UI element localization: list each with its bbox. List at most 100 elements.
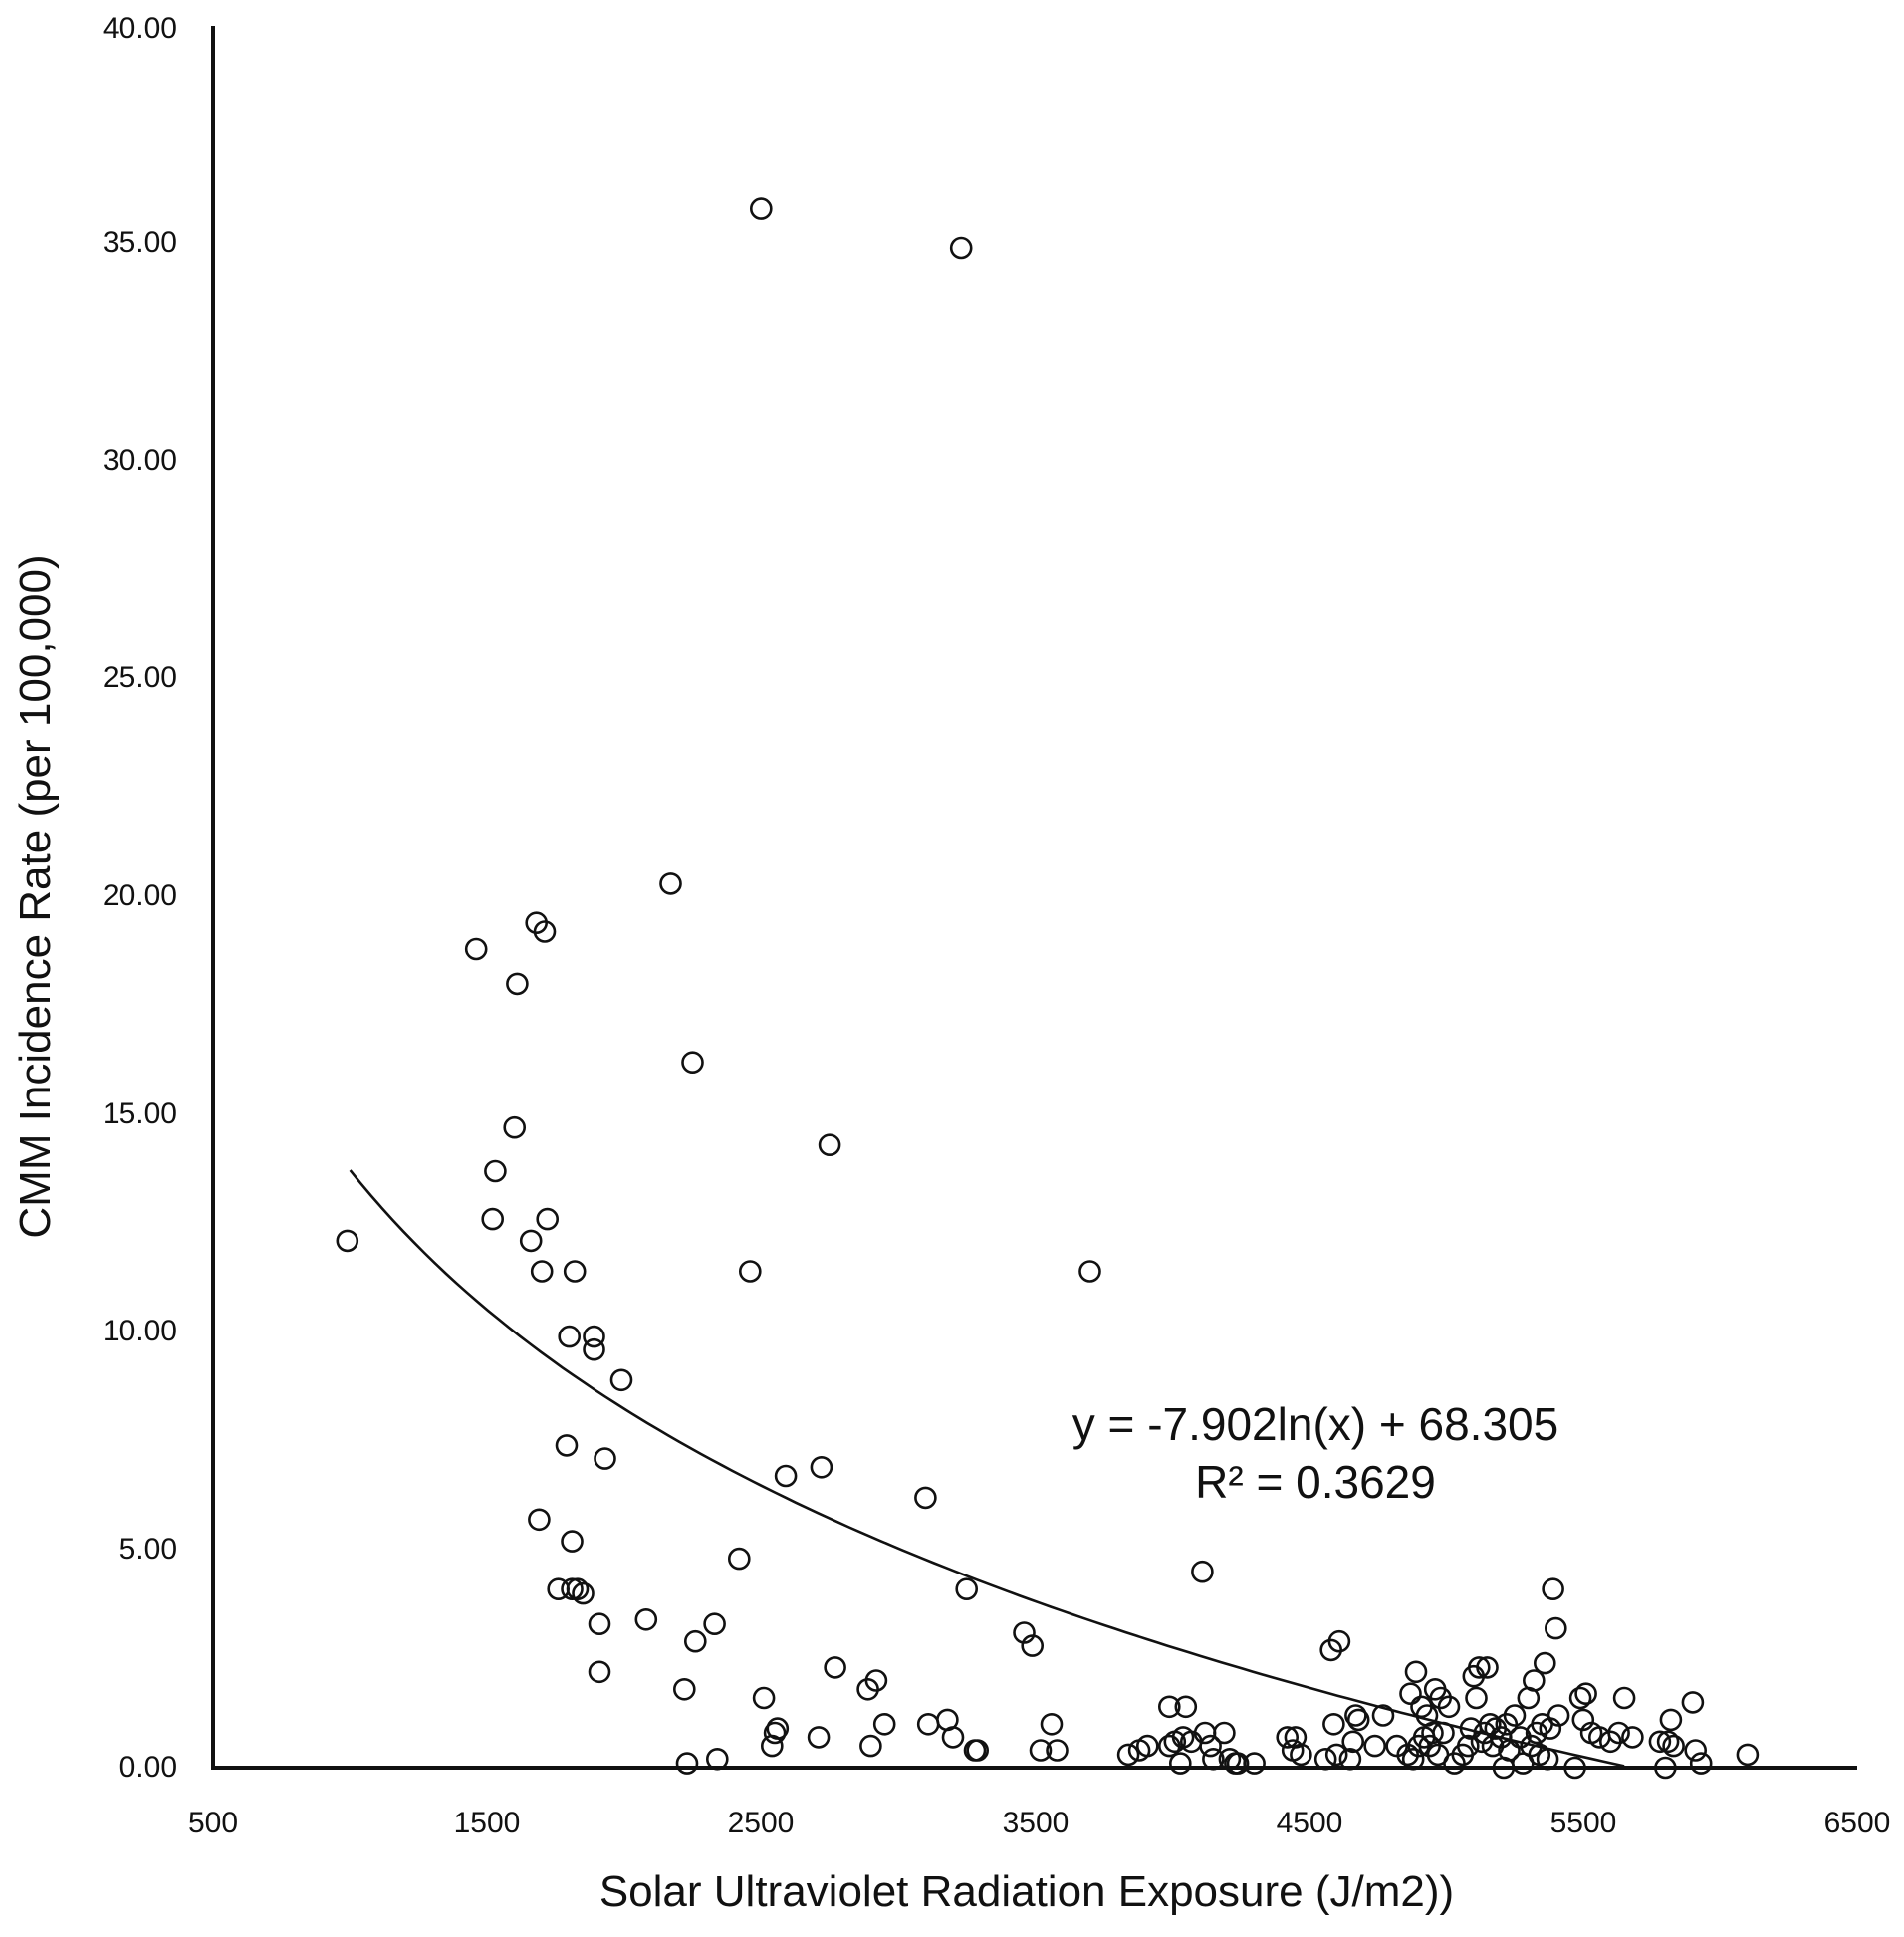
- data-point: [561, 1530, 584, 1553]
- data-point: [1568, 1686, 1592, 1710]
- data-point: [1621, 1726, 1644, 1749]
- data-point: [1534, 1651, 1556, 1675]
- data-point: [1421, 1721, 1444, 1745]
- y-tick-label: 5.00: [119, 1533, 177, 1566]
- data-point: [481, 1207, 505, 1231]
- data-point: [1523, 1669, 1546, 1692]
- data-point: [1191, 1560, 1214, 1583]
- x-tick-label: 500: [188, 1807, 238, 1839]
- data-point: [1404, 1660, 1428, 1684]
- data-point: [1021, 1634, 1044, 1657]
- data-point: [558, 1325, 582, 1348]
- data-point: [824, 1656, 846, 1679]
- data-point: [1681, 1691, 1705, 1714]
- data-point: [1116, 1743, 1140, 1767]
- x-tick-label: 3500: [1003, 1807, 1070, 1839]
- data-point: [1324, 1743, 1348, 1767]
- data-point: [594, 1447, 616, 1470]
- data-point: [1341, 1730, 1364, 1754]
- trendline: [349, 1169, 1625, 1768]
- data-points: [336, 197, 1760, 1780]
- data-point: [1040, 1713, 1064, 1736]
- data-point: [703, 1612, 726, 1635]
- data-point: [588, 1660, 611, 1684]
- data-point: [336, 1229, 359, 1253]
- data-point: [506, 972, 529, 996]
- data-point: [1736, 1743, 1760, 1767]
- data-point: [1574, 1682, 1597, 1705]
- data-point: [672, 1678, 696, 1701]
- y-tick-label: 20.00: [103, 879, 177, 912]
- data-point: [675, 1752, 699, 1775]
- y-tick-label: 15.00: [103, 1097, 177, 1130]
- data-point: [609, 1368, 633, 1392]
- data-point: [1476, 1656, 1499, 1679]
- data-point: [1276, 1726, 1299, 1749]
- data-point: [1547, 1704, 1570, 1727]
- data-point: [1457, 1734, 1480, 1758]
- data-point: [914, 1486, 937, 1510]
- data-point: [563, 1260, 587, 1283]
- data-point: [634, 1608, 658, 1631]
- x-tick-label: 1500: [454, 1807, 521, 1839]
- data-point: [1199, 1734, 1222, 1758]
- data-point: [484, 1159, 507, 1183]
- data-point: [1465, 1686, 1488, 1710]
- data-point: [519, 1229, 543, 1253]
- data-point: [955, 1577, 979, 1600]
- data-point: [807, 1726, 831, 1749]
- data-point: [1689, 1752, 1713, 1775]
- data-point: [1659, 1708, 1683, 1732]
- data-point: [1542, 1577, 1564, 1600]
- data-point: [1158, 1695, 1181, 1719]
- data-point: [1136, 1734, 1159, 1758]
- data-point: [1344, 1704, 1367, 1727]
- data-point: [1371, 1704, 1395, 1727]
- data-point: [1545, 1616, 1567, 1640]
- data-point: [1029, 1739, 1053, 1762]
- data-point: [859, 1734, 882, 1758]
- data-point: [941, 1726, 965, 1749]
- data-point: [1503, 1704, 1527, 1727]
- x-axis-ticks: 500 1500 2500 3500 4500 5500 6500: [188, 1807, 1890, 1839]
- r-squared-label: R² = 0.3629: [1195, 1456, 1436, 1508]
- data-point: [1169, 1752, 1192, 1775]
- data-point: [949, 236, 973, 260]
- data-point: [530, 1260, 554, 1283]
- data-point: [555, 1434, 579, 1457]
- y-tick-label: 25.00: [103, 661, 177, 694]
- data-point: [536, 1207, 560, 1231]
- data-point: [1662, 1734, 1685, 1758]
- data-point: [1213, 1721, 1236, 1745]
- data-point: [1290, 1743, 1312, 1767]
- data-point: [872, 1713, 896, 1736]
- data-point: [1656, 1730, 1680, 1754]
- y-tick-label: 35.00: [103, 226, 177, 259]
- data-point: [1648, 1730, 1672, 1754]
- data-point: [588, 1612, 611, 1635]
- data-point: [763, 1721, 787, 1745]
- data-point: [583, 1325, 605, 1348]
- data-point: [681, 1051, 704, 1074]
- data-point: [1078, 1260, 1101, 1283]
- data-point: [683, 1629, 707, 1653]
- x-tick-label: 4500: [1277, 1807, 1343, 1839]
- data-point: [1607, 1721, 1630, 1745]
- x-axis-title: Solar Ultraviolet Radiation Exposure (J/…: [599, 1867, 1454, 1916]
- y-axis-ticks: 0.00 5.00 10.00 15.00 20.00 25.00 30.00 …: [103, 12, 177, 1784]
- data-point: [1437, 1695, 1461, 1719]
- data-point: [1174, 1695, 1198, 1719]
- data-point: [528, 1508, 551, 1532]
- y-axis-title: CMM Incidence Rate (per 100,000): [11, 554, 60, 1238]
- data-point: [572, 1581, 595, 1605]
- y-tick-label: 0.00: [119, 1751, 177, 1784]
- y-tick-label: 40.00: [103, 12, 177, 45]
- data-point: [583, 1337, 605, 1361]
- y-tick-label: 30.00: [103, 444, 177, 477]
- data-point: [1226, 1752, 1250, 1775]
- data-point: [503, 1115, 527, 1139]
- data-point: [752, 1686, 776, 1710]
- data-point: [1612, 1686, 1636, 1710]
- data-point: [1363, 1734, 1386, 1758]
